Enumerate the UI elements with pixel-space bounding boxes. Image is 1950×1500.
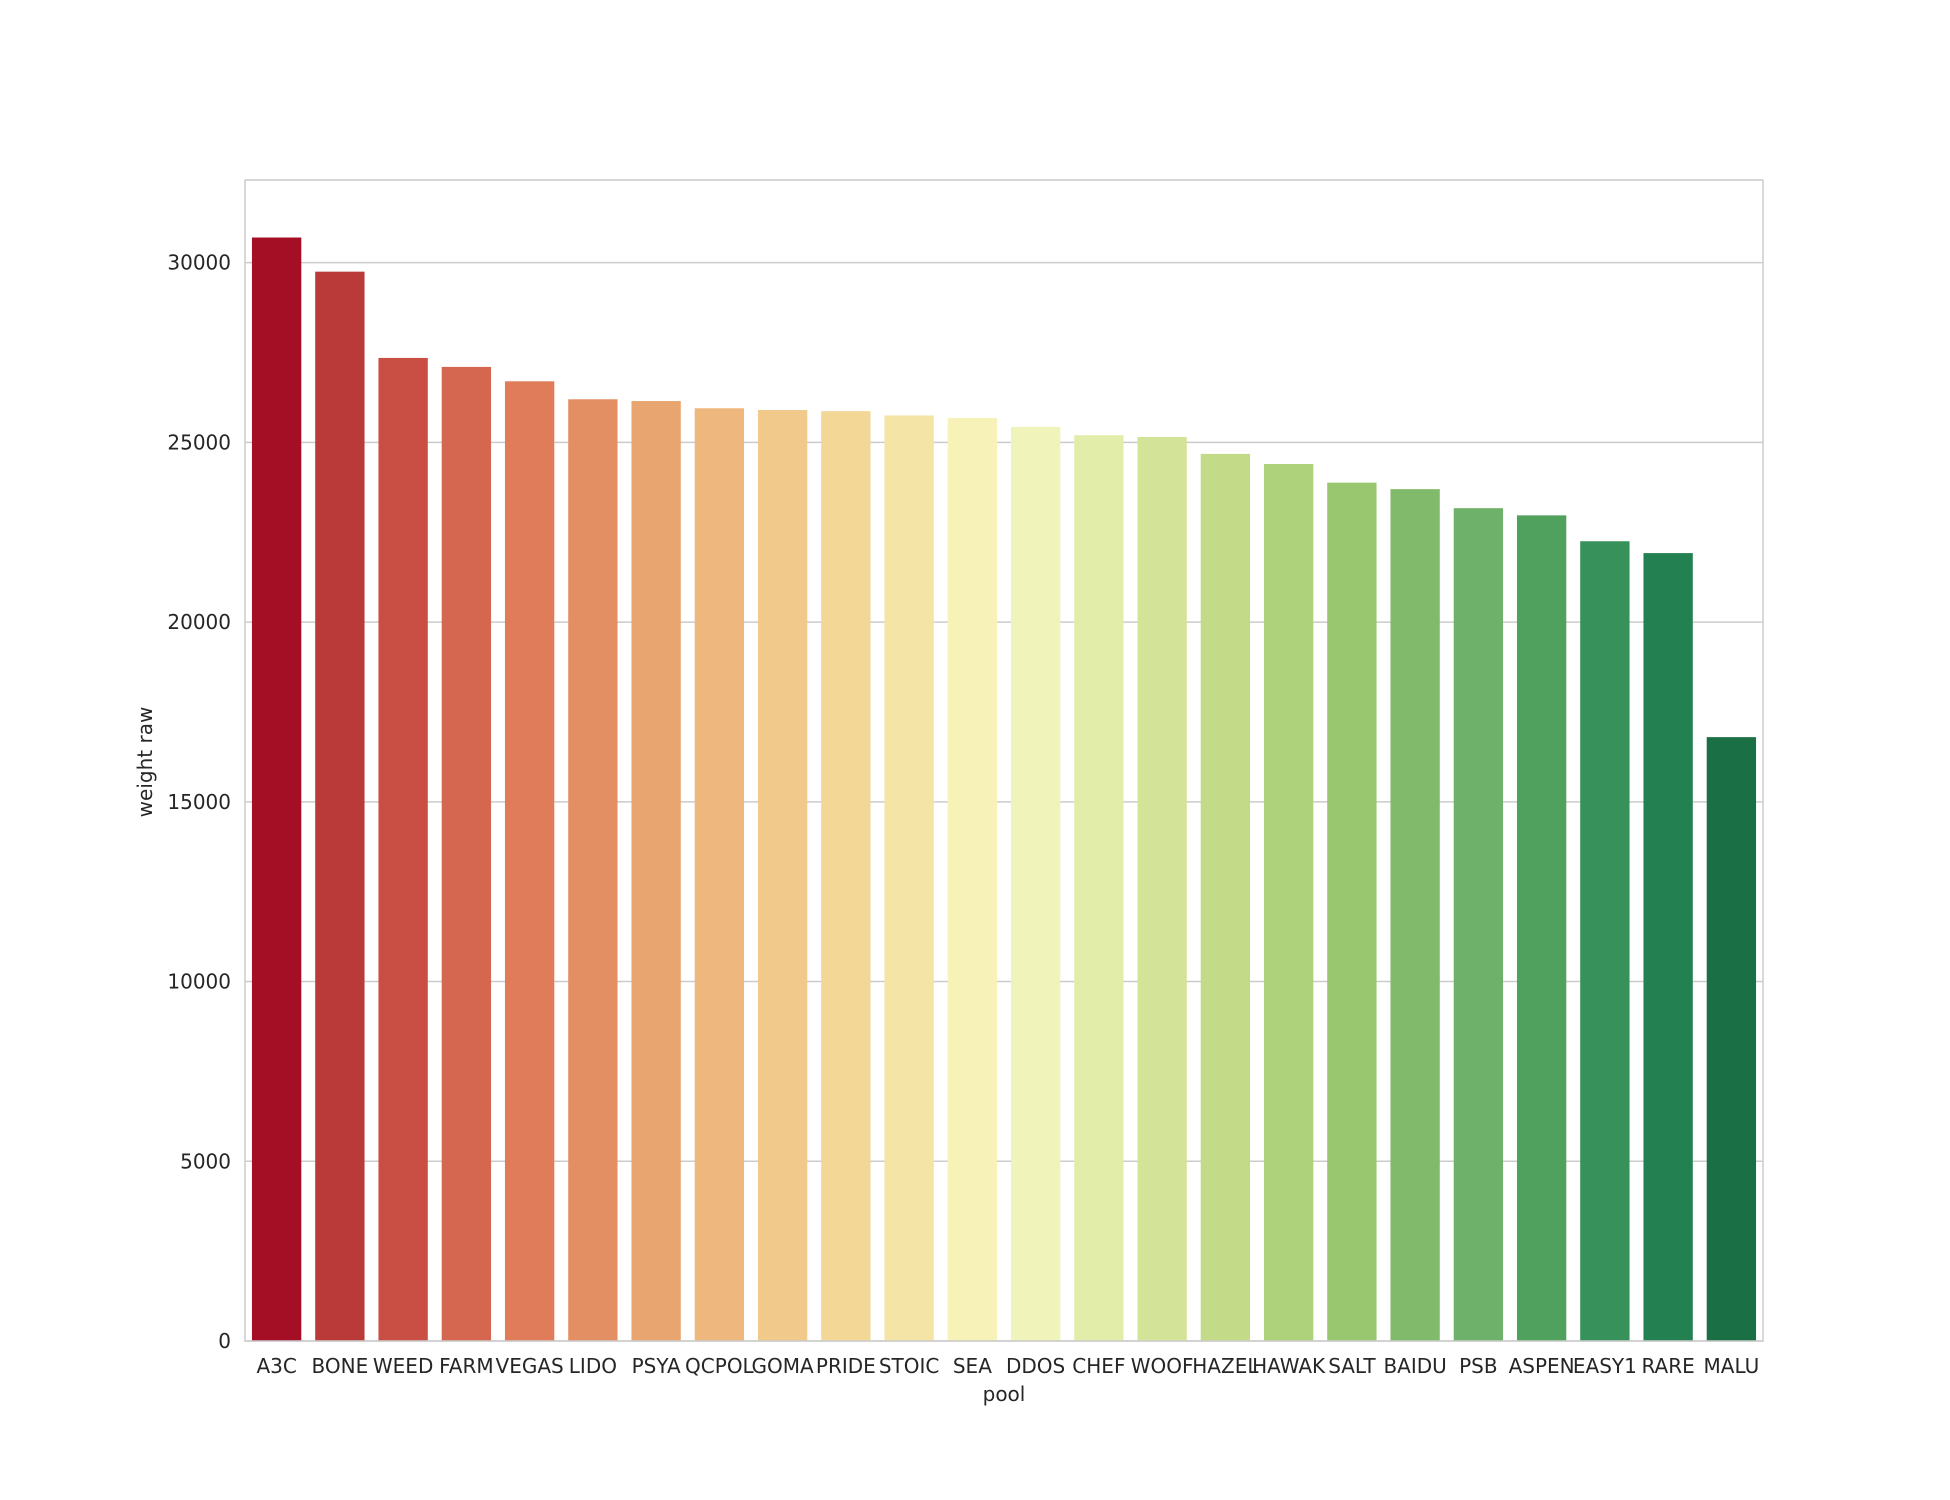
bar-psya <box>631 401 681 1342</box>
bar-vegas <box>504 381 555 1341</box>
bar-farm <box>441 366 492 1341</box>
x-tick-label: SEA <box>953 1354 992 1378</box>
bar-woof <box>1137 437 1187 1341</box>
bar-chef <box>1074 435 1124 1341</box>
bar-easy1 <box>1580 541 1630 1341</box>
bar-salt <box>1327 482 1377 1342</box>
y-axis-label: weight raw <box>133 707 157 818</box>
x-tick-label: LIDO <box>569 1354 617 1378</box>
x-tick-label: PSB <box>1459 1354 1497 1378</box>
x-tick-label: HAWAK <box>1252 1354 1326 1378</box>
bar-ddos <box>1010 426 1061 1342</box>
x-tick-label: BONE <box>312 1354 369 1378</box>
x-tick-label: MALU <box>1704 1354 1760 1378</box>
y-tick-label: 25000 <box>167 430 231 454</box>
bars <box>251 237 1757 1342</box>
bar-psb <box>1453 508 1504 1341</box>
bar-aspen <box>1516 515 1567 1341</box>
x-tick-label: PRIDE <box>816 1354 876 1378</box>
x-tick-label: HAZEL <box>1192 1354 1259 1378</box>
x-tick-label: BAIDU <box>1383 1354 1446 1378</box>
x-tick-label: CHEF <box>1072 1354 1125 1378</box>
y-tick-labels: 0 5000 10000 15000 20000 25000 30000 <box>167 251 231 1353</box>
bar-stoic <box>884 415 934 1341</box>
y-tick-label: 30000 <box>167 251 231 275</box>
bar-goma <box>757 410 808 1341</box>
bar-malu <box>1706 737 1757 1341</box>
x-tick-label: VEGAS <box>496 1354 564 1378</box>
bar-weed <box>378 357 428 1341</box>
y-tick-label: 5000 <box>180 1149 231 1173</box>
y-tick-label: 0 <box>218 1329 231 1353</box>
x-tick-label: EASY1 <box>1573 1354 1637 1378</box>
grid-lines <box>245 261 1763 1342</box>
x-tick-label: WEED <box>373 1354 433 1378</box>
x-axis-label: pool <box>983 1382 1026 1406</box>
y-tick-label: 20000 <box>167 610 231 634</box>
y-tick-label: 10000 <box>167 970 231 994</box>
bar-qcpol <box>694 408 745 1342</box>
x-tick-label: QCPOL <box>685 1354 755 1378</box>
x-tick-label: STOIC <box>879 1354 940 1378</box>
x-tick-label: A3C <box>256 1354 296 1378</box>
x-tick-label: DDOS <box>1006 1354 1065 1378</box>
bar-pride <box>821 411 871 1341</box>
x-tick-label: GOMA <box>752 1354 814 1378</box>
bar-lido <box>568 399 618 1341</box>
y-tick-label: 15000 <box>167 790 231 814</box>
x-tick-label: RARE <box>1641 1354 1694 1378</box>
bar-bone <box>315 271 365 1341</box>
x-tick-label: SALT <box>1328 1354 1376 1378</box>
x-tick-label: WOOF <box>1131 1354 1194 1378</box>
bar-a3c <box>251 237 302 1341</box>
x-tick-label: FARM <box>439 1354 494 1378</box>
bar-hawak <box>1263 463 1314 1342</box>
x-tick-label: PSYA <box>632 1354 681 1378</box>
plot-frame <box>244 179 1764 1342</box>
bar-baidu <box>1390 489 1440 1342</box>
x-tick-label: ASPEN <box>1509 1354 1575 1378</box>
bar-hazel <box>1200 453 1251 1341</box>
bar-rare <box>1643 553 1693 1341</box>
bar-sea <box>947 417 998 1342</box>
